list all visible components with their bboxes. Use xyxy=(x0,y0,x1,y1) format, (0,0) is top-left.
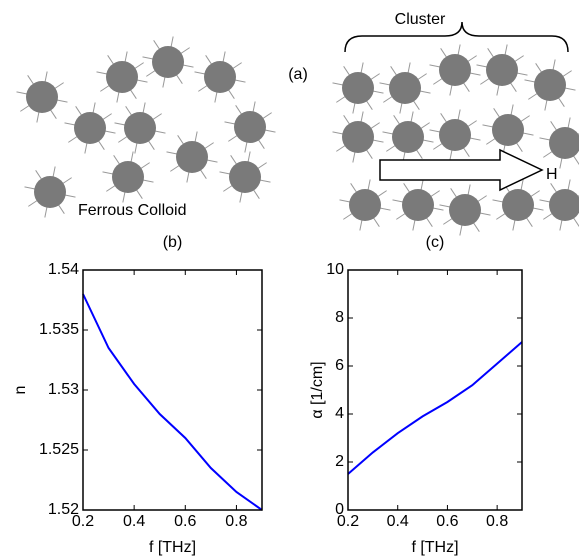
x-tick-label: 0.8 xyxy=(225,513,247,530)
particle-body xyxy=(449,194,481,226)
particle-body xyxy=(549,189,579,221)
particle xyxy=(439,184,491,236)
particle xyxy=(539,117,579,169)
y-tick-label: 1.525 xyxy=(39,441,79,458)
x-tick-label: 0.8 xyxy=(486,513,508,530)
particle xyxy=(339,179,391,231)
particle-body xyxy=(34,176,66,208)
data-line xyxy=(82,293,263,511)
y-tick-label: 6 xyxy=(335,357,344,374)
particle-body xyxy=(26,81,58,113)
y-axis-label: α [1/cm] xyxy=(309,361,326,418)
particle-body xyxy=(402,189,434,221)
x-tick-label: 0.6 xyxy=(436,513,458,530)
particle xyxy=(142,36,194,88)
particle xyxy=(114,102,166,154)
particle-body xyxy=(124,112,156,144)
particle xyxy=(492,179,544,231)
particle-body xyxy=(112,161,144,193)
particle xyxy=(64,102,116,154)
particle xyxy=(96,51,148,103)
particle xyxy=(476,44,528,96)
particle xyxy=(382,111,434,163)
particle-body xyxy=(342,72,374,104)
particle xyxy=(429,109,481,161)
particle-body xyxy=(389,72,421,104)
chart-title: (b) xyxy=(163,234,183,251)
y-tick-label: 1.535 xyxy=(39,321,79,338)
x-tick-label: 0.2 xyxy=(337,513,359,530)
particle xyxy=(482,104,534,156)
particle-body xyxy=(152,46,184,78)
particle xyxy=(524,59,576,111)
x-tick-label: 0.4 xyxy=(387,513,409,530)
particle xyxy=(332,111,384,163)
particle-body xyxy=(502,189,534,221)
particle xyxy=(24,166,76,218)
y-tick-label: 0 xyxy=(335,501,344,518)
particle-body xyxy=(229,161,261,193)
particle-body xyxy=(486,54,518,86)
particle xyxy=(102,151,154,203)
x-axis-label: f [THz] xyxy=(149,539,196,556)
particle-body xyxy=(549,127,579,159)
particle-body xyxy=(342,121,374,153)
y-tick-label: 2 xyxy=(335,453,344,470)
particles xyxy=(16,36,579,236)
particle-body xyxy=(492,114,524,146)
particle xyxy=(392,179,444,231)
cluster-label: Cluster xyxy=(395,11,446,28)
y-tick-label: 1.53 xyxy=(48,381,79,398)
particle-body xyxy=(204,61,236,93)
y-tick-label: 10 xyxy=(326,261,344,278)
particle-body xyxy=(534,69,566,101)
particle xyxy=(539,179,579,231)
y-tick-label: 8 xyxy=(335,309,344,326)
cluster-brace xyxy=(344,21,569,53)
chart-title: (c) xyxy=(426,234,445,251)
particle-body xyxy=(234,111,266,143)
y-tick-label: 1.54 xyxy=(48,261,79,278)
colloid-label: Ferrous Colloid xyxy=(78,202,186,219)
particle xyxy=(332,62,384,114)
particle-body xyxy=(176,141,208,173)
data-line xyxy=(347,341,523,475)
particle xyxy=(429,44,481,96)
particle xyxy=(166,131,218,183)
y-tick-label: 1.52 xyxy=(48,501,79,518)
panel-label: (a) xyxy=(288,66,308,83)
particle xyxy=(16,71,68,123)
particle-body xyxy=(392,121,424,153)
particle-body xyxy=(439,119,471,151)
particle-body xyxy=(106,61,138,93)
x-axis-label: f [THz] xyxy=(411,539,458,556)
particle xyxy=(224,101,276,153)
particle xyxy=(219,151,271,203)
particle xyxy=(379,62,431,114)
x-tick-label: 0.4 xyxy=(123,513,145,530)
particle-body xyxy=(349,189,381,221)
field-arrow xyxy=(379,148,544,192)
plot-frame xyxy=(347,269,523,511)
x-tick-label: 0.2 xyxy=(72,513,94,530)
particle-body xyxy=(439,54,471,86)
plot-frame xyxy=(82,269,263,511)
y-tick-label: 4 xyxy=(335,405,344,422)
x-tick-label: 0.6 xyxy=(174,513,196,530)
field-label: H xyxy=(546,166,558,183)
y-axis-label: n xyxy=(12,386,29,395)
particle xyxy=(194,51,246,103)
particle-body xyxy=(74,112,106,144)
